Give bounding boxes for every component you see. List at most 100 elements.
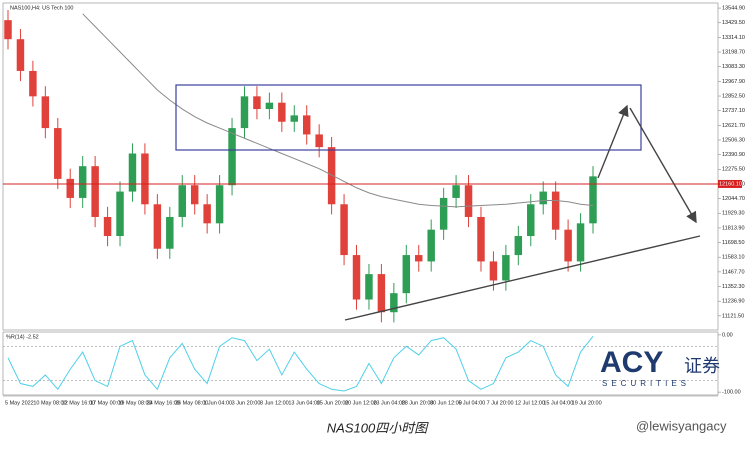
candle-body	[564, 229, 572, 262]
range-box	[175, 84, 642, 151]
y-tick-label: 12506.30	[722, 137, 745, 143]
y-tick-label: 13314.10	[722, 35, 745, 41]
y-tick-label: 11121.50	[722, 313, 744, 319]
brand-sub: SECURITIES	[602, 379, 690, 388]
candle-body	[377, 274, 386, 313]
candle-body	[265, 102, 274, 110]
candle-body	[91, 166, 99, 217]
y-tick-label: 12275.50	[722, 167, 745, 173]
x-tick-label: 19 May 08:00	[118, 400, 151, 406]
x-tick-label: 5 May 2022	[5, 400, 34, 406]
arrow-down	[629, 107, 697, 224]
brand-name: ACY	[600, 346, 663, 379]
candle-body	[78, 166, 87, 198]
y-tick-label: 11698.50	[722, 240, 745, 246]
x-tick-label: 5 Jul 04:00	[458, 400, 485, 406]
x-tick-label: 15 Jul 04:00	[543, 400, 573, 406]
candle-body	[489, 261, 498, 281]
candle-body	[41, 96, 50, 129]
candle-body	[29, 70, 37, 97]
x-tick-label: 28 Jun 20:00	[402, 400, 434, 406]
candle-body	[477, 216, 485, 262]
candle-body	[352, 255, 361, 300]
candle-body	[527, 204, 535, 237]
candle-body	[514, 236, 523, 256]
x-tick-label: 26 May 08:00	[175, 400, 208, 406]
candle-body	[464, 185, 473, 217]
y-tick-label: 13198.70	[722, 50, 745, 56]
y-tick-label: 11583.10	[722, 255, 745, 261]
candle-body	[390, 293, 398, 313]
y-tick-label: 12621.70	[722, 123, 745, 129]
y-tick-label: 13544.90	[722, 6, 745, 12]
y-tick-label: 12044.70	[722, 196, 745, 202]
candle-body	[153, 204, 162, 249]
arrow-up	[597, 104, 629, 179]
y-tick-label: 12737.10	[722, 108, 745, 114]
candle-body	[415, 255, 423, 262]
x-tick-label: 1 Jun 04:00	[203, 400, 232, 406]
candle-body	[166, 216, 174, 249]
candle-body	[228, 128, 236, 186]
x-tick-label: 3 Jun 20:00	[232, 400, 261, 406]
candle-body	[502, 255, 510, 281]
x-tick-label: 13 Jun 04:00	[288, 400, 320, 406]
x-tick-label: 15 Jun 20:00	[317, 400, 349, 406]
candle-body	[16, 39, 25, 71]
brand-suffix: 证券	[684, 356, 720, 376]
y-tick-label: 11813.90	[722, 225, 745, 231]
trend-line	[344, 235, 701, 321]
candle-body	[452, 185, 460, 198]
y-tick-label: 11929.30	[722, 211, 745, 217]
price-tag	[718, 179, 742, 188]
y-tick-label: 12852.50	[722, 93, 745, 99]
indicator-title: %R(14) -2.52	[6, 334, 39, 340]
candle-body	[240, 96, 249, 129]
candle-body	[402, 255, 411, 294]
candle-body	[290, 115, 299, 122]
candle-body	[116, 191, 124, 237]
candle-body	[302, 115, 311, 135]
main-panel	[2, 2, 719, 331]
candle-body	[103, 216, 112, 237]
candle-body	[327, 147, 336, 205]
candle-body	[190, 185, 199, 205]
caption: NAS100四小时图	[327, 420, 429, 435]
x-tick-label: 17 May 00:00	[90, 400, 123, 406]
candle-body	[203, 204, 211, 224]
candle-body	[365, 274, 373, 300]
x-tick-label: 12 Jul 12:00	[515, 400, 545, 406]
candle-body	[315, 134, 323, 148]
candle-body	[253, 96, 261, 110]
indicator-panel	[2, 331, 719, 396]
x-tick-label: 30 Jun 12:00	[430, 400, 462, 406]
watermark: @lewisyangacy	[636, 418, 727, 433]
y-tick-label: 11236.90	[722, 299, 745, 305]
candle-body	[340, 204, 348, 256]
candle-body	[439, 197, 448, 230]
candle-body	[178, 185, 186, 217]
candle-body	[427, 229, 435, 262]
candle-body	[278, 102, 286, 122]
indicator-tick-label: 0.00	[722, 332, 733, 338]
price-label: 12160.10	[719, 181, 742, 187]
y-tick-label: 12390.90	[722, 152, 745, 158]
x-tick-label: 12 May 16:00	[62, 400, 95, 406]
x-tick-label: 20 Jun 12:00	[345, 400, 377, 406]
candle-body	[4, 20, 12, 40]
candle-body	[141, 153, 149, 205]
candle-body	[66, 178, 74, 198]
candle-body	[551, 191, 560, 230]
y-tick-label: 13083.30	[722, 64, 745, 70]
candle-body	[589, 176, 597, 224]
y-tick-label: 11352.30	[722, 284, 745, 290]
candle-body	[539, 191, 547, 205]
brand-logo: ACY 证券 SECURITIES	[600, 346, 720, 388]
y-tick-label: 12967.90	[722, 79, 745, 85]
y-tick-label: 13429.50	[722, 20, 745, 26]
candle-body	[128, 153, 137, 192]
x-tick-label: 23 Jun 04:00	[373, 400, 405, 406]
x-tick-label: 8 Jun 12:00	[260, 400, 289, 406]
indicator-tick-label: -100.00	[722, 390, 741, 396]
